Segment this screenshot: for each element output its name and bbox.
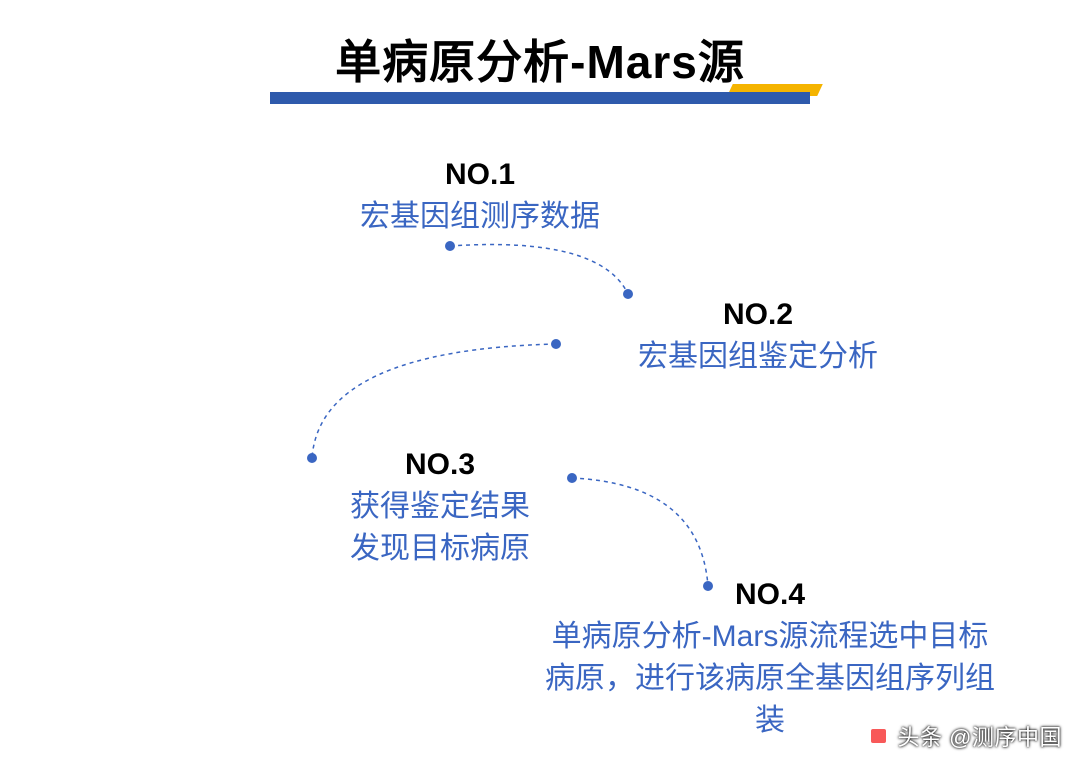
step-3: NO.3 获得鉴定结果 发现目标病原 [300, 448, 580, 570]
step-no-2: NO.2 [608, 298, 908, 332]
step-desc-3: 获得鉴定结果 发现目标病原 [300, 486, 580, 570]
step-4: NO.4单病原分析-Mars源流程选中目标病原，进行该病原全基因组序列组装 [540, 578, 1000, 742]
toutiao-icon [866, 723, 892, 749]
step-desc-2: 宏基因组鉴定分析 [608, 336, 908, 378]
step-desc-1: 宏基因组测序数据 [330, 196, 630, 238]
step-no-3: NO.3 [300, 448, 580, 482]
watermark: 头条 @测序中国 [866, 720, 1062, 752]
connector-dot-1-1 [445, 241, 455, 251]
connector-path-3 [572, 478, 708, 586]
step-no-4: NO.4 [540, 578, 1000, 612]
step-no-1: NO.1 [330, 158, 630, 192]
connector-path-2 [312, 344, 556, 458]
step-2: NO.2 宏基因组鉴定分析 [608, 298, 908, 378]
step-1: NO.1 宏基因组测序数据 [330, 158, 630, 238]
connector-path-1 [450, 245, 628, 294]
connector-dot-2-1 [551, 339, 561, 349]
watermark-text: 头条 @测序中国 [898, 720, 1062, 752]
